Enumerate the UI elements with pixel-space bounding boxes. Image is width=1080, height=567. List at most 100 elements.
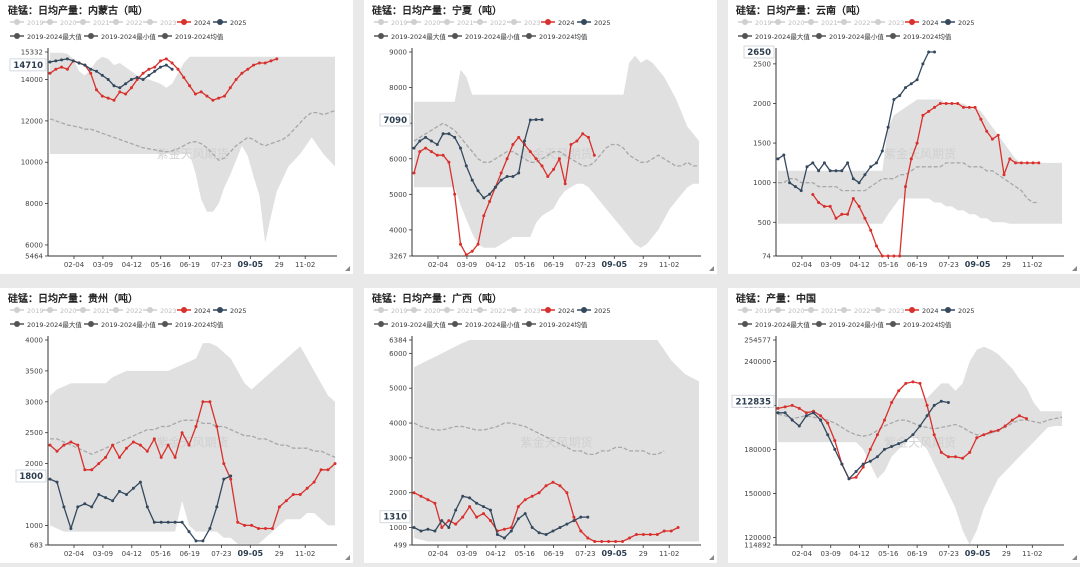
legend-item[interactable]: 2024: [177, 19, 211, 27]
series-2024-point: [641, 533, 645, 536]
legend-item[interactable]: 2022: [109, 307, 143, 315]
legend-item[interactable]: 2019-2024最大值: [738, 320, 810, 329]
legend-item[interactable]: 2021: [804, 307, 838, 315]
legend-item[interactable]: 2021: [804, 19, 838, 27]
legend-label: 2021: [457, 307, 474, 315]
legend-item[interactable]: 2019-2024均值: [886, 320, 952, 329]
legend-item[interactable]: 2021: [76, 307, 110, 315]
legend-label: 2019: [755, 19, 772, 27]
legend-item[interactable]: 2019-2024最小值: [812, 32, 884, 41]
series-2025-point: [534, 118, 538, 122]
legend-item[interactable]: 2021: [440, 19, 474, 27]
legend-item[interactable]: 2023: [871, 307, 905, 315]
legend-item[interactable]: 2020: [407, 19, 441, 27]
x-tick-label: 07-23: [575, 550, 595, 558]
legend-marker: [444, 19, 450, 25]
series-2025-point: [819, 418, 823, 422]
legend-item[interactable]: 2019-2024最大值: [738, 32, 810, 41]
series-2024-point: [537, 491, 541, 495]
legend-item[interactable]: 2019-2024均值: [158, 320, 224, 329]
series-2024-point: [851, 197, 855, 200]
legend-item[interactable]: 2023: [871, 19, 905, 27]
legend-item[interactable]: 2019-2024均值: [886, 32, 952, 41]
legend-item[interactable]: 2019-2024最小值: [448, 320, 520, 329]
chart-title: 硅锰：日均产量：贵州（吨）: [8, 292, 138, 305]
legend-item[interactable]: 2022: [837, 19, 871, 27]
legend-item[interactable]: 2023: [143, 307, 177, 315]
series-2024-point: [173, 455, 177, 459]
legend-item[interactable]: 2019-2024最大值: [374, 320, 446, 329]
resize-handle-icon[interactable]: [345, 266, 350, 271]
legend-item[interactable]: 2025: [577, 19, 611, 27]
legend-marker: [526, 321, 532, 327]
legend-item[interactable]: 2019-2024均值: [522, 320, 588, 329]
series-2024-point: [833, 439, 837, 443]
legend-item[interactable]: 2022: [473, 19, 507, 27]
series-2024-point: [424, 146, 428, 150]
series-2024-point: [453, 192, 457, 196]
series-2025-point: [805, 165, 809, 169]
resize-handle-icon[interactable]: [1072, 266, 1077, 271]
legend-item[interactable]: 2019: [10, 307, 44, 315]
legend-label: 2019-2024最大值: [27, 320, 82, 329]
legend-item[interactable]: 2019: [374, 307, 408, 315]
legend-item[interactable]: 2019: [738, 19, 772, 27]
legend-item[interactable]: 2020: [43, 19, 77, 27]
legend-item[interactable]: 2019-2024最大值: [374, 32, 446, 41]
series-2025-point: [418, 139, 422, 143]
legend-item[interactable]: 2022: [473, 307, 507, 315]
legend-label: 2024: [922, 19, 939, 27]
legend-item[interactable]: 2022: [837, 307, 871, 315]
series-2024-point: [236, 520, 240, 524]
legend-marker: [945, 307, 951, 313]
legend-marker: [511, 307, 517, 313]
resize-handle-icon[interactable]: [709, 266, 714, 271]
series-2025-point: [77, 61, 81, 65]
legend-item[interactable]: 2022: [109, 19, 143, 27]
legend-item[interactable]: 2019: [10, 19, 44, 27]
series-2024-point: [412, 491, 416, 495]
legend-item[interactable]: 2023: [507, 19, 541, 27]
legend-item[interactable]: 2019-2024最小值: [812, 320, 884, 329]
legend-item[interactable]: 2020: [43, 307, 77, 315]
legend-item[interactable]: 2020: [771, 307, 805, 315]
legend-item[interactable]: 2021: [440, 307, 474, 315]
legend-marker: [890, 321, 896, 327]
legend-item[interactable]: 2019-2024均值: [158, 32, 224, 41]
legend-item[interactable]: 2024: [177, 307, 211, 315]
x-tick-label: 02-04: [792, 550, 813, 558]
legend-item[interactable]: 2025: [941, 19, 975, 27]
legend-item[interactable]: 2021: [76, 19, 110, 27]
legend-item[interactable]: 2025: [213, 307, 247, 315]
series-2025-point: [904, 86, 907, 90]
legend-item[interactable]: 2019-2024最大值: [10, 320, 82, 329]
legend-item[interactable]: 2019-2024最小值: [84, 32, 156, 41]
legend-label: 2024: [194, 307, 211, 315]
series-2025-point: [833, 447, 837, 451]
legend-item[interactable]: 2023: [507, 307, 541, 315]
resize-handle-icon[interactable]: [345, 555, 350, 560]
resize-handle-icon[interactable]: [709, 555, 714, 560]
legend-marker: [581, 19, 587, 25]
series-2024-point: [857, 204, 861, 208]
legend-item[interactable]: 2019-2024最小值: [448, 32, 520, 41]
legend-item[interactable]: 2023: [143, 19, 177, 27]
legend-item[interactable]: 2019-2024最小值: [84, 320, 156, 329]
series-2025-point: [111, 499, 115, 503]
legend-item[interactable]: 2024: [541, 19, 575, 27]
legend-item[interactable]: 2024: [905, 307, 939, 315]
legend-item[interactable]: 2019-2024均值: [522, 32, 588, 41]
legend-item[interactable]: 2025: [941, 307, 975, 315]
resize-handle-icon[interactable]: [1072, 555, 1077, 560]
x-tick-label: 04-12: [849, 550, 869, 558]
legend-item[interactable]: 2025: [213, 19, 247, 27]
legend-item[interactable]: 2024: [541, 307, 575, 315]
legend-item[interactable]: 2020: [407, 307, 441, 315]
legend-item[interactable]: 2024: [905, 19, 939, 27]
legend-item[interactable]: 2025: [577, 307, 611, 315]
legend-item[interactable]: 2019: [374, 19, 408, 27]
legend-item[interactable]: 2020: [771, 19, 805, 27]
legend-item[interactable]: 2019: [738, 307, 772, 315]
y-tick-label: 114892: [744, 542, 771, 550]
legend-item[interactable]: 2019-2024最大值: [10, 32, 82, 41]
